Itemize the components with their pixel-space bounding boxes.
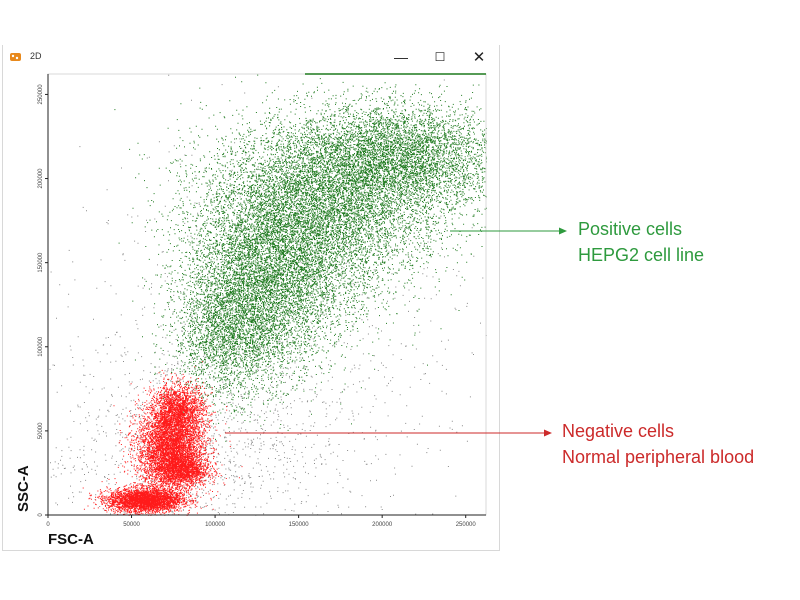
close-button[interactable]: ✕	[472, 49, 486, 66]
plot-area	[48, 74, 486, 515]
x-axis-ticks: 0 50000 100000 150000 200000 250000	[46, 515, 476, 528]
series-points-negative-cells	[82, 361, 243, 516]
window-title: 2D	[30, 51, 42, 61]
x-tick-label: 50000	[123, 522, 140, 528]
x-tick-label: 150000	[289, 522, 310, 528]
y-tick-label: 100000	[38, 336, 44, 357]
x-tick-label: 200000	[372, 522, 393, 528]
y-tick-label: 150000	[38, 252, 44, 273]
y-axis-label: SSC-A	[15, 465, 32, 512]
y-axis-ticks: 0 50000 100000 150000 200000 250000	[38, 84, 48, 517]
negative-cells-annotation: Negative cells Normal peripheral blood	[562, 418, 754, 470]
minimize-button[interactable]: —	[394, 49, 408, 65]
x-tick-label: 250000	[456, 522, 477, 528]
positive-cells-title: Positive cells	[578, 219, 683, 239]
positive-arrow	[450, 227, 567, 235]
y-tick-label: 250000	[38, 84, 44, 105]
y-tick-label: 50000	[38, 422, 44, 439]
window-titlebar[interactable]: 2D — ☐ ✕	[3, 45, 499, 69]
y-tick-label: 0	[38, 513, 44, 517]
x-tick-label: 0	[46, 522, 50, 528]
positive-cells-subtitle: HEPG2 cell line	[578, 245, 705, 265]
positive-cells-annotation: Positive cells HEPG2 cell line	[578, 216, 704, 268]
series-points-positive-cells	[114, 74, 488, 442]
negative-cells-subtitle: Normal peripheral blood	[562, 447, 755, 467]
points-layer	[49, 74, 488, 516]
negative-arrow	[225, 429, 552, 437]
x-axis-label: FSC-A	[48, 531, 94, 548]
y-tick-label: 200000	[38, 168, 44, 189]
cytometry-app-icon	[10, 53, 21, 61]
maximize-button[interactable]: ☐	[434, 50, 446, 64]
x-tick-label: 100000	[205, 522, 226, 528]
negative-cells-title: Negative cells	[562, 421, 675, 441]
